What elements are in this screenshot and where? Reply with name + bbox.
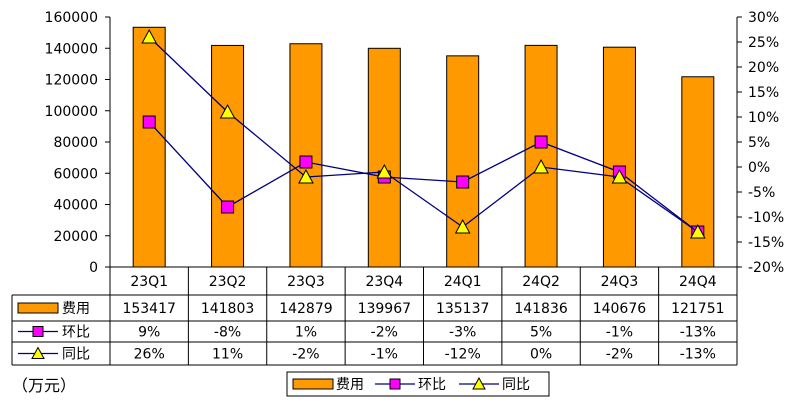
table-cell-yoy: -12% bbox=[445, 347, 481, 363]
yoy-point bbox=[611, 168, 628, 184]
category-label: 23Q4 bbox=[365, 274, 403, 290]
yoy-line bbox=[148, 36, 699, 233]
yoy-point bbox=[376, 163, 393, 179]
table-cell-mom: -13% bbox=[680, 325, 716, 341]
bar-23q4 bbox=[367, 47, 401, 268]
left-axis-tick-label: 160000 bbox=[45, 10, 98, 26]
bar-23q1 bbox=[132, 26, 166, 268]
table-cell-bar: 141836 bbox=[514, 301, 568, 317]
table-cell-bar: 153417 bbox=[122, 301, 175, 317]
table-cell-bar: 139967 bbox=[358, 301, 411, 317]
bar-24q1 bbox=[446, 55, 480, 268]
table-key-mom-marker bbox=[32, 326, 44, 337]
table-cell-yoy: -1% bbox=[371, 347, 398, 363]
category-label: 23Q3 bbox=[287, 274, 325, 290]
table-cell-mom: 9% bbox=[138, 325, 160, 341]
right-axis-tick-label: 30% bbox=[748, 10, 779, 26]
right-axis-tick-label: -15% bbox=[748, 235, 784, 251]
table-cell-yoy: 0% bbox=[530, 347, 552, 363]
right-axis-tick-label: 10% bbox=[748, 110, 779, 126]
table-cell-yoy: -2% bbox=[292, 347, 319, 363]
left-axis-tick-label: 140000 bbox=[45, 41, 98, 57]
table-cell-bar: 140676 bbox=[593, 301, 647, 317]
table-row-name: 费用 bbox=[62, 301, 90, 317]
right-axis-tick-label: 25% bbox=[748, 35, 779, 51]
left-axis-tick-label: 40000 bbox=[53, 198, 98, 214]
table-cell-yoy: 11% bbox=[212, 347, 243, 363]
right-axis-tick-label: -10% bbox=[748, 210, 784, 226]
bar-23q3 bbox=[289, 43, 323, 268]
table-cell-bar: 142879 bbox=[279, 301, 332, 317]
yoy-point bbox=[454, 218, 471, 234]
table-cell-yoy: -13% bbox=[680, 347, 716, 363]
yoy-point bbox=[533, 158, 549, 174]
legend-key-bar bbox=[292, 378, 334, 390]
table-cell-yoy: -2% bbox=[606, 347, 633, 363]
table-row-name: 同比 bbox=[62, 347, 90, 363]
legend-key-yoy-marker bbox=[472, 376, 486, 390]
legend-key-mom-marker bbox=[389, 378, 401, 390]
table-cell-mom: 5% bbox=[530, 325, 552, 341]
table-cell-yoy: 26% bbox=[134, 347, 165, 363]
table-cell-mom: -2% bbox=[371, 325, 398, 341]
left-axis-tick-label: 120000 bbox=[45, 73, 98, 89]
mom-line bbox=[148, 121, 699, 233]
yoy-point bbox=[298, 168, 314, 184]
legend-label-mom: 环比 bbox=[418, 377, 446, 393]
yoy-point bbox=[219, 103, 236, 119]
yoy-point bbox=[689, 223, 706, 239]
legend-label-bar: 费用 bbox=[336, 377, 364, 393]
left-axis-tick-label: 100000 bbox=[45, 104, 98, 120]
category-label: 24Q2 bbox=[522, 274, 560, 290]
right-axis-tick-label: 0% bbox=[748, 160, 770, 176]
mom-point bbox=[456, 175, 470, 189]
table-cell-mom: 1% bbox=[295, 325, 317, 341]
table-key-bar bbox=[17, 302, 59, 314]
mom-point bbox=[299, 155, 313, 169]
table-cell-mom: -3% bbox=[449, 325, 476, 341]
bar-24q3 bbox=[602, 46, 636, 268]
table-cell-mom: -8% bbox=[214, 325, 241, 341]
right-axis-tick-label: 5% bbox=[748, 135, 770, 151]
unit-label: （万元） bbox=[12, 376, 77, 395]
left-axis-tick-label: 80000 bbox=[53, 135, 98, 151]
table-key-yoy-marker bbox=[31, 346, 45, 359]
table-cell-bar: 135137 bbox=[436, 301, 489, 317]
category-label: 23Q1 bbox=[130, 274, 168, 290]
mom-point bbox=[221, 200, 235, 214]
category-label: 24Q3 bbox=[601, 274, 639, 290]
bar-24q2 bbox=[524, 44, 558, 268]
legend-label-yoy: 同比 bbox=[502, 377, 530, 393]
table-cell-bar: 121751 bbox=[671, 301, 724, 317]
right-axis-tick-label: -20% bbox=[748, 260, 784, 276]
right-axis-tick-label: 15% bbox=[748, 85, 779, 101]
mom-point bbox=[142, 115, 156, 129]
right-axis-tick-label: 20% bbox=[748, 60, 779, 76]
category-label: 24Q1 bbox=[444, 274, 482, 290]
bar-23q2 bbox=[211, 44, 245, 268]
left-axis-tick-label: 20000 bbox=[53, 229, 98, 245]
left-axis-tick-label: 60000 bbox=[53, 166, 98, 182]
table-row-name: 环比 bbox=[62, 325, 90, 341]
category-label: 23Q2 bbox=[209, 274, 247, 290]
category-label: 24Q4 bbox=[679, 274, 717, 290]
mom-point bbox=[534, 135, 548, 149]
table-cell-mom: -1% bbox=[606, 325, 633, 341]
right-axis-tick-label: -5% bbox=[748, 185, 775, 201]
left-axis-tick-label: 0 bbox=[89, 260, 98, 276]
yoy-point bbox=[141, 28, 158, 44]
table-cell-bar: 141803 bbox=[201, 301, 254, 317]
